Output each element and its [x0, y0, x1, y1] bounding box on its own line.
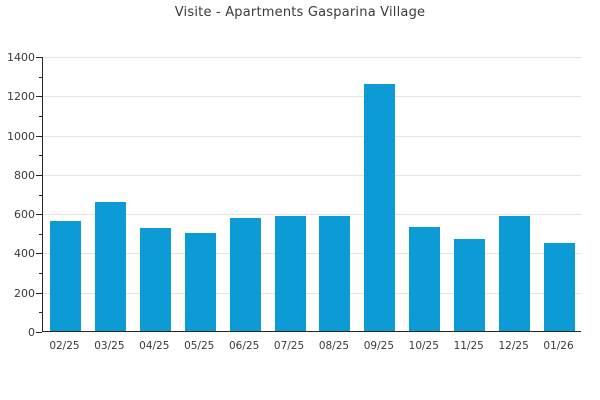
y-axis-minor-tick: [39, 233, 42, 235]
y-axis-major-tick: [36, 292, 42, 294]
y-tick-label: 1200: [7, 90, 35, 104]
y-tick-label: 600: [14, 208, 35, 222]
y-tick-label: 200: [14, 286, 35, 300]
x-tick-label: 04/25: [139, 340, 170, 352]
bar: [229, 218, 261, 331]
bar: [409, 226, 441, 331]
y-tick-label: 800: [14, 168, 35, 182]
bar: [49, 221, 81, 331]
gridline: [43, 96, 581, 98]
y-tick-label: 0: [28, 326, 35, 339]
y-axis-minor-tick: [39, 155, 42, 157]
gridline: [43, 135, 581, 137]
y-axis-major-tick: [36, 214, 42, 216]
y-axis-major-tick: [36, 96, 42, 98]
x-tick-label: 08/25: [318, 340, 350, 352]
bar: [544, 242, 576, 331]
y-axis-minor-tick: [39, 194, 42, 196]
gridline: [43, 57, 581, 58]
x-tick-label: 10/25: [408, 340, 439, 352]
plot-area: [42, 57, 581, 332]
bar: [319, 216, 351, 331]
gridline: [43, 253, 581, 255]
y-tick-label: 400: [14, 247, 35, 261]
x-tick-label: 12/25: [498, 340, 529, 352]
y-axis-major-tick: [36, 332, 42, 333]
y-tick-label: 1400: [7, 51, 35, 64]
y-axis-major-tick: [36, 174, 42, 176]
bar: [499, 216, 531, 331]
gridline: [43, 174, 581, 176]
x-tick-label: 09/25: [363, 340, 394, 352]
y-axis-major-tick: [36, 57, 42, 58]
bar: [94, 202, 126, 331]
y-axis-minor-tick: [39, 312, 42, 314]
x-tick-label: 11/25: [453, 340, 484, 352]
gridline: [43, 214, 581, 216]
x-tick-label: 06/25: [228, 340, 260, 352]
chart-title: Visite - Apartments Gasparina Village: [174, 5, 426, 20]
x-tick-label: 02/25: [49, 340, 80, 352]
y-tick-label: 1000: [7, 129, 35, 143]
bar: [454, 238, 486, 331]
y-axis-major-tick: [36, 253, 42, 255]
x-tick-label: 07/25: [273, 340, 305, 352]
y-axis-major-tick: [36, 135, 42, 137]
x-tick-label: 03/25: [94, 340, 125, 352]
y-axis-minor-tick: [39, 76, 42, 78]
bar: [139, 227, 171, 331]
bar: [274, 216, 306, 331]
x-tick-label: 01/26: [543, 340, 574, 352]
x-tick-label: 05/25: [184, 340, 215, 352]
gridline: [43, 292, 581, 294]
bar: [364, 84, 396, 331]
bar: [184, 232, 216, 331]
y-axis-minor-tick: [39, 115, 42, 117]
y-axis-minor-tick: [39, 273, 42, 275]
